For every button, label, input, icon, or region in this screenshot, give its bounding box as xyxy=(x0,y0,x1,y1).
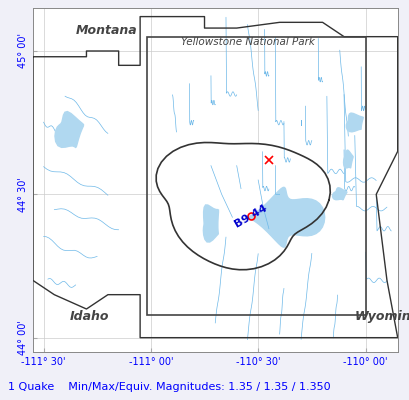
Text: Wyoming: Wyoming xyxy=(354,310,409,324)
Text: Idaho: Idaho xyxy=(69,310,108,324)
Text: 1 Quake    Min/Max/Equiv. Magnitudes: 1.35 / 1.35 / 1.350: 1 Quake Min/Max/Equiv. Magnitudes: 1.35 … xyxy=(8,382,330,392)
Text: Montana: Montana xyxy=(76,24,137,37)
Polygon shape xyxy=(247,187,324,247)
Bar xyxy=(146,37,364,315)
Polygon shape xyxy=(55,112,83,148)
Text: B9 44: B9 44 xyxy=(233,203,269,229)
Polygon shape xyxy=(203,205,218,242)
Polygon shape xyxy=(343,150,352,168)
Polygon shape xyxy=(33,17,397,338)
Polygon shape xyxy=(332,188,346,200)
Polygon shape xyxy=(346,113,362,132)
Text: Yellowstone National Park: Yellowstone National Park xyxy=(180,37,314,47)
Polygon shape xyxy=(156,142,330,270)
